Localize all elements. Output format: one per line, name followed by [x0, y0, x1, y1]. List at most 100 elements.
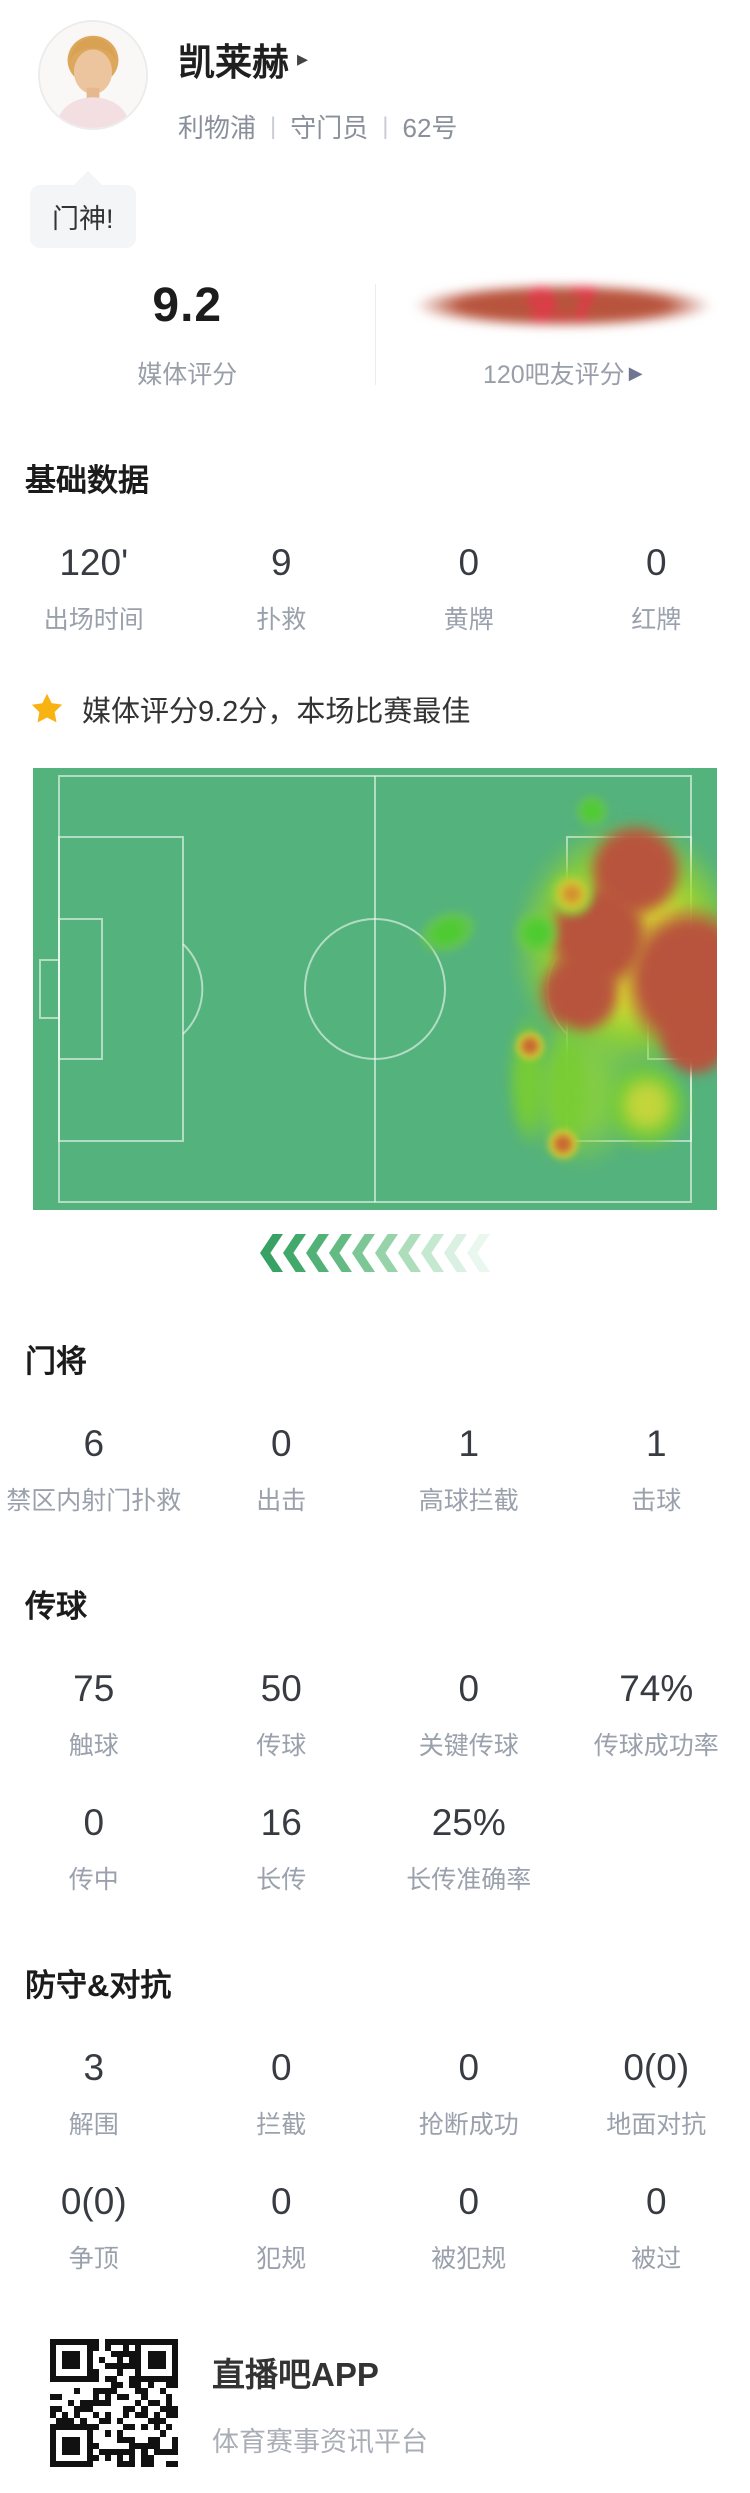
- stat-label: 解围: [0, 2105, 188, 2141]
- player-name-row[interactable]: 凯莱赫 ▸: [178, 32, 457, 86]
- stat-value: 0: [375, 1668, 563, 1710]
- heat-blob: [569, 788, 615, 834]
- heat-blob: [591, 1046, 703, 1164]
- app-name: 直播吧APP: [212, 2348, 428, 2396]
- stat-item: 0 被犯规: [375, 2181, 563, 2275]
- chevron-right-icon: ▶: [629, 363, 643, 384]
- expand-arrow-icon: ▸: [297, 46, 308, 72]
- heat-blob: [573, 808, 698, 933]
- heat-blob: [501, 990, 555, 1170]
- stat-label: 被犯规: [375, 2239, 563, 2275]
- stat-label: 被过: [563, 2239, 750, 2275]
- heat-blob: [478, 783, 717, 1113]
- meta-separator: |: [382, 113, 388, 141]
- stat-item: 0 关键传球: [375, 1668, 563, 1762]
- stat-value: 120': [0, 542, 188, 584]
- stat-value: 0: [188, 2181, 376, 2223]
- stat-label: 传球成功率: [563, 1726, 750, 1762]
- heat-blob: [541, 863, 603, 925]
- stat-label: 长传: [188, 1860, 376, 1896]
- stat-value: 16: [188, 1802, 376, 1844]
- stat-value: 0: [375, 2181, 563, 2223]
- stat-value: 50: [188, 1668, 376, 1710]
- player-header: 凯莱赫 ▸ 利物浦 | 守门员 | 62号: [0, 0, 750, 145]
- heatmap-layer: [33, 768, 717, 1210]
- stat-item: 0 红牌: [563, 542, 750, 636]
- direction-indicator: [0, 1234, 750, 1272]
- heatmap-pitch: [33, 768, 717, 1210]
- stat-label: 黄牌: [375, 600, 563, 636]
- stat-label: 关键传球: [375, 1726, 563, 1762]
- player-avatar[interactable]: [38, 20, 148, 130]
- highlight-text: 媒体评分9.2分，本场比赛最佳: [82, 688, 470, 730]
- stat-item: 6 禁区内射门扑救: [0, 1423, 188, 1517]
- stat-label: 抢断成功: [375, 2105, 563, 2141]
- player-meta: 利物浦 | 守门员 | 62号: [178, 108, 457, 145]
- fan-rating[interactable]: 9.7 120吧友评分 ▶: [376, 278, 750, 391]
- team-name: 利物浦: [178, 108, 256, 145]
- media-rating-label: 媒体评分: [0, 355, 375, 391]
- stat-value: 0: [375, 2047, 563, 2089]
- stat-item: 0 抢断成功: [375, 2047, 563, 2141]
- fan-rating-score: 9.7: [376, 278, 750, 333]
- stat-value: 25%: [375, 1802, 563, 1844]
- chevron-left-icon: [398, 1234, 421, 1272]
- stat-value: 0: [563, 542, 750, 584]
- stat-item: 25%长传准确率: [375, 1802, 563, 1896]
- stat-value: 1: [563, 1423, 750, 1465]
- heat-blob: [505, 901, 569, 965]
- passing-stats-grid-1: 75 触球 50 传球 0 关键传球 74%传球成功率: [0, 1668, 750, 1762]
- meta-separator: |: [270, 113, 276, 141]
- stat-label: 红牌: [563, 600, 750, 636]
- stat-value: 6: [0, 1423, 188, 1465]
- stat-item: 120'出场时间: [0, 542, 188, 636]
- stat-item: 0 犯规: [188, 2181, 376, 2275]
- stat-item: 0 被过: [563, 2181, 750, 2275]
- chevron-left-icon: [375, 1234, 398, 1272]
- stat-item: 74%传球成功率: [563, 1668, 750, 1762]
- stat-label: 争顶: [0, 2239, 188, 2275]
- media-rating: 9.2 媒体评分: [0, 278, 375, 391]
- heat-blob: [542, 1123, 584, 1165]
- stat-item: 16 长传: [188, 1802, 376, 1896]
- heat-blob: [495, 988, 665, 1198]
- stat-item: 0 黄牌: [375, 542, 563, 636]
- stat-item: 75 触球: [0, 1668, 188, 1762]
- stat-value: 0: [563, 2181, 750, 2223]
- section-title-defense: 防守&对抗: [25, 1960, 750, 2005]
- section-title-goalkeeping: 门将: [25, 1336, 750, 1381]
- qr-code: [50, 2339, 178, 2467]
- stat-value: 1: [375, 1423, 563, 1465]
- stat-label: 禁区内射门扑救: [0, 1481, 188, 1517]
- heat-blob: [539, 996, 595, 1184]
- stat-label: 击球: [563, 1481, 750, 1517]
- footer-text: 直播吧APP 体育赛事资讯平台: [212, 2348, 428, 2459]
- stat-value: 0: [375, 542, 563, 584]
- stat-item: 0(0) 争顶: [0, 2181, 188, 2275]
- stat-value: 75: [0, 1668, 188, 1710]
- avatar-person-graphic: [40, 22, 146, 128]
- stat-label: 拦截: [188, 2105, 376, 2141]
- star-icon: [28, 691, 66, 727]
- player-tag-bubble: 门神!: [30, 185, 136, 248]
- stat-label: 触球: [0, 1726, 188, 1762]
- stat-label: 传中: [0, 1860, 188, 1896]
- stat-label: 犯规: [188, 2239, 376, 2275]
- stat-item: 1 击球: [563, 1423, 750, 1517]
- stat-value: 0(0): [0, 2181, 188, 2223]
- shirt-number: 62号: [403, 108, 458, 145]
- player-identity: 凯莱赫 ▸ 利物浦 | 守门员 | 62号: [178, 32, 457, 145]
- fan-rating-label: 120吧友评分 ▶: [376, 355, 750, 391]
- heat-blob: [648, 993, 717, 1088]
- stat-label: 传球: [188, 1726, 376, 1762]
- chevron-left-icon: [352, 1234, 375, 1272]
- stat-label: 地面对抗: [563, 2105, 750, 2141]
